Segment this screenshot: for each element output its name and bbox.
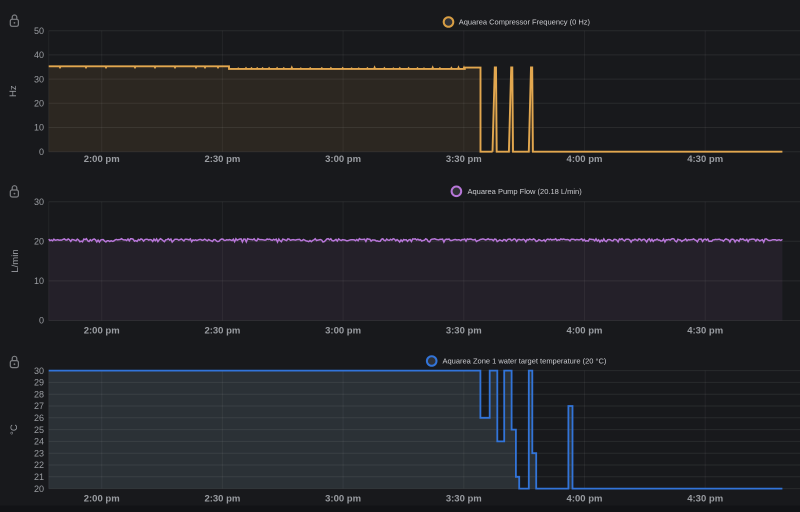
svg-text:2:30 pm: 2:30 pm	[204, 154, 240, 165]
svg-text:20: 20	[34, 99, 44, 109]
svg-text:20: 20	[34, 237, 44, 247]
svg-text:3:30 pm: 3:30 pm	[446, 154, 482, 165]
svg-text:50: 50	[34, 26, 44, 36]
svg-text:2:30 pm: 2:30 pm	[204, 325, 240, 336]
svg-text:25: 25	[34, 425, 44, 435]
svg-text:4:00 pm: 4:00 pm	[567, 154, 603, 165]
svg-text:2:00 pm: 2:00 pm	[84, 493, 120, 504]
svg-text:26: 26	[34, 413, 44, 423]
svg-text:0: 0	[39, 316, 44, 326]
svg-text:24: 24	[34, 437, 44, 447]
svg-text:Hz: Hz	[8, 85, 19, 97]
svg-text:22: 22	[34, 460, 44, 470]
svg-text:4:30 pm: 4:30 pm	[687, 493, 723, 504]
svg-text:0: 0	[39, 147, 44, 157]
svg-text:10: 10	[34, 276, 44, 286]
svg-text:2:30 pm: 2:30 pm	[204, 493, 240, 504]
svg-text:40: 40	[34, 50, 44, 60]
svg-text:23: 23	[34, 448, 44, 458]
svg-text:4:30 pm: 4:30 pm	[687, 325, 723, 336]
svg-text:°C: °C	[9, 424, 20, 435]
svg-text:30: 30	[34, 366, 44, 376]
svg-text:30: 30	[34, 197, 44, 207]
svg-text:3:00 pm: 3:00 pm	[325, 154, 361, 165]
svg-text:3:30 pm: 3:30 pm	[446, 493, 482, 504]
svg-text:27: 27	[34, 401, 44, 411]
svg-text:30: 30	[34, 74, 44, 84]
svg-text:2:00 pm: 2:00 pm	[84, 325, 120, 336]
svg-text:4:30 pm: 4:30 pm	[687, 154, 723, 165]
svg-text:L/min: L/min	[10, 249, 21, 272]
svg-text:29: 29	[34, 378, 44, 388]
svg-text:21: 21	[34, 472, 44, 482]
svg-text:Aquarea Compressor Frequency (: Aquarea Compressor Frequency (0 Hz)	[459, 18, 591, 27]
svg-text:20: 20	[34, 484, 44, 494]
svg-text:3:00 pm: 3:00 pm	[325, 325, 361, 336]
svg-text:Aquarea Zone 1 water target te: Aquarea Zone 1 water target temperature …	[443, 357, 607, 366]
svg-text:3:00 pm: 3:00 pm	[325, 493, 361, 504]
svg-text:4:00 pm: 4:00 pm	[567, 493, 603, 504]
svg-text:2:00 pm: 2:00 pm	[84, 154, 120, 165]
svg-text:4:00 pm: 4:00 pm	[567, 325, 603, 336]
svg-text:28: 28	[34, 389, 44, 399]
svg-text:10: 10	[34, 123, 44, 133]
svg-text:Aquarea Pump Flow (20.18 L/min: Aquarea Pump Flow (20.18 L/min)	[468, 187, 583, 196]
svg-text:3:30 pm: 3:30 pm	[446, 325, 482, 336]
